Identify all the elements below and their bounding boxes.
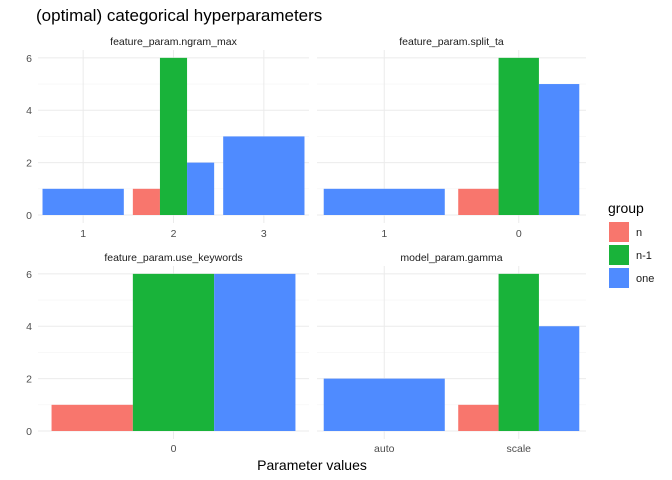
y-tick-label: 0 — [26, 210, 32, 222]
bar-n-0 — [51, 404, 133, 431]
x-tick-label: 1 — [80, 228, 86, 240]
x-tick-label: 2 — [171, 228, 177, 240]
chart-panels: 0 2 4 6 1 2 3 feature_param.ngram_max 1 0 feature_… — [26, 36, 586, 455]
y-tick-label: 0 — [26, 426, 32, 438]
panel-4: auto scale model_param.gamma — [317, 252, 586, 455]
panel-3: 0 2 4 6 0 feature_param.use_keywords — [26, 252, 309, 455]
bar-n-1-0 — [132, 273, 215, 431]
x-tick-label: auto — [374, 443, 395, 455]
bar-one-0 — [214, 273, 296, 431]
bar-n-2 — [132, 188, 160, 215]
legend-key-n-1 — [609, 245, 629, 265]
legend-title: group — [608, 200, 644, 216]
legend-label-n-1: n-1 — [636, 250, 652, 262]
panel-1: 0 2 4 6 1 2 3 feature_param.ngram_max — [26, 36, 309, 240]
bar-n-0 — [458, 188, 499, 215]
y-tick-label: 6 — [26, 53, 32, 65]
bar-n-1-0 — [498, 57, 539, 215]
y-tick-label: 4 — [26, 321, 32, 333]
y-tick-label: 2 — [26, 374, 32, 386]
panel-strip-label: feature_param.split_ta — [399, 36, 504, 48]
legend: group n n-1 one — [608, 200, 654, 288]
legend-key-one — [609, 268, 629, 288]
legend-label-n: n — [636, 227, 642, 239]
panel-strip-label: feature_param.use_keywords — [104, 252, 242, 264]
chart-title: (optimal) categorical hyperparameters — [36, 6, 322, 25]
x-axis-title: Parameter values — [257, 457, 367, 473]
y-tick-label: 4 — [26, 105, 32, 117]
x-tick-label: scale — [506, 443, 531, 455]
y-tick-label: 2 — [26, 158, 32, 170]
x-tick-label: 0 — [171, 443, 177, 455]
x-tick-label: 3 — [261, 228, 267, 240]
bar-n-1-scale — [498, 273, 539, 431]
bar-n-scale — [458, 404, 499, 431]
panel-2: 1 0 feature_param.split_ta — [317, 36, 586, 240]
bar-one-1 — [323, 188, 445, 215]
x-tick-label: 0 — [516, 228, 522, 240]
bar-one-3 — [223, 136, 305, 215]
bar-one-scale — [538, 326, 580, 431]
bar-n-1-2 — [159, 57, 188, 215]
panel-strip-label: model_param.gamma — [400, 252, 502, 264]
bar-one-2 — [187, 162, 215, 215]
legend-label-one: one — [636, 273, 654, 285]
bar-one-0 — [538, 84, 580, 215]
x-tick-label: 1 — [381, 228, 387, 240]
bar-one-auto — [323, 378, 445, 431]
y-tick-label: 6 — [26, 269, 32, 281]
legend-key-n — [609, 222, 629, 242]
panel-strip-label: feature_param.ngram_max — [110, 36, 237, 48]
bar-one-1 — [42, 188, 124, 215]
